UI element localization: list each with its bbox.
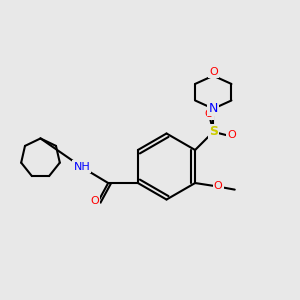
Text: S: S	[209, 125, 218, 138]
Text: N: N	[208, 102, 218, 115]
Text: O: O	[204, 109, 213, 119]
Text: O: O	[227, 130, 236, 140]
Text: NH: NH	[74, 161, 90, 172]
Text: O: O	[91, 196, 99, 206]
Text: O: O	[209, 67, 218, 77]
Text: O: O	[214, 181, 223, 191]
